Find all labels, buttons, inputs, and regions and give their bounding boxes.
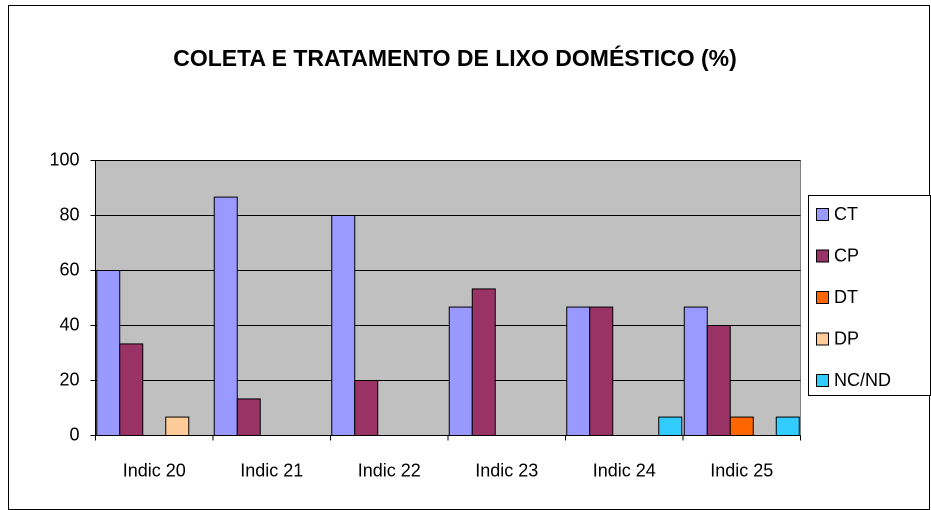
y-tick-label: 80 — [59, 204, 79, 224]
bar — [236, 398, 261, 436]
x-tick-label: Indic 20 — [123, 460, 186, 480]
bar — [775, 416, 800, 437]
bar — [96, 270, 121, 436]
legend-label: DT — [834, 287, 858, 307]
bar — [119, 343, 144, 436]
y-tick-label: 60 — [59, 259, 79, 279]
legend-swatch — [816, 374, 829, 387]
bar — [706, 325, 731, 436]
y-tick-label: 0 — [69, 424, 79, 444]
bar — [729, 416, 754, 437]
plot-area — [95, 160, 801, 436]
y-tick-label: 20 — [59, 369, 79, 389]
legend-label: DP — [834, 328, 859, 348]
bar — [354, 380, 379, 436]
bar — [471, 288, 496, 436]
legend-label: NC/ND — [834, 370, 891, 390]
x-tick-label: Indic 21 — [240, 460, 303, 480]
legend-swatch — [816, 332, 829, 346]
bar — [589, 306, 614, 437]
bar — [566, 306, 591, 437]
bar — [213, 196, 238, 436]
bar — [331, 215, 356, 436]
legend-swatch — [816, 291, 829, 304]
legend-swatch — [816, 249, 829, 263]
x-tick-label: Indic 24 — [593, 460, 656, 480]
bar — [683, 306, 708, 437]
bar — [165, 416, 190, 437]
x-tick-label: Indic 25 — [710, 460, 773, 480]
y-tick-label: 40 — [59, 314, 79, 334]
legend-label: CT — [834, 204, 858, 224]
x-tick-label: Indic 23 — [475, 460, 538, 480]
legend-label: CP — [834, 245, 859, 265]
bar — [658, 416, 683, 437]
chart-title: COLETA E TRATAMENTO DE LIXO DOMÉSTICO (%… — [173, 44, 737, 71]
bar — [448, 306, 473, 437]
x-tick-label: Indic 22 — [358, 460, 421, 480]
legend-swatch — [816, 208, 829, 221]
y-tick-label: 100 — [49, 149, 79, 169]
